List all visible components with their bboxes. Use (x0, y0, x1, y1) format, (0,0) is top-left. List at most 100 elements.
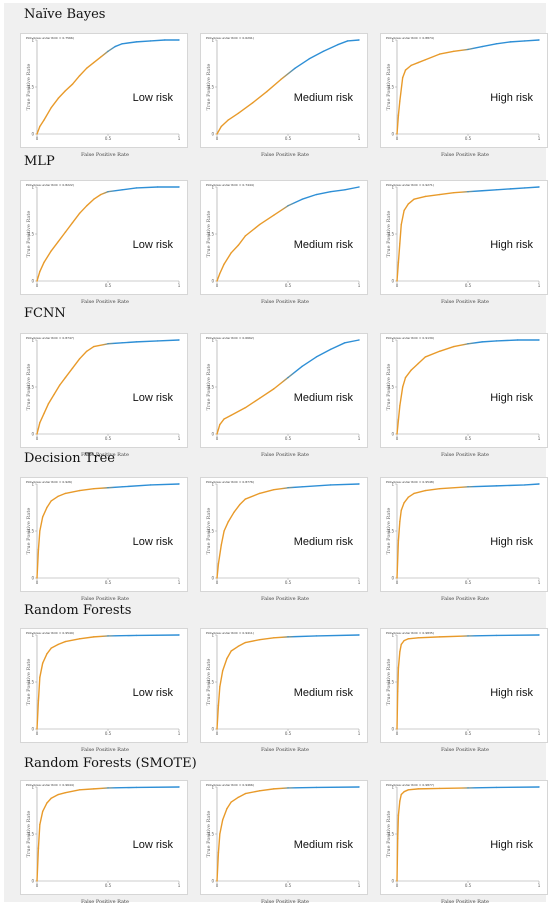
y-tick-label: 0 (31, 131, 34, 136)
roc-point (57, 793, 59, 796)
roc-point (50, 797, 52, 799)
plot-title: Plot (Area under ROC = 0.6662) (206, 336, 255, 340)
x-tick-label: 0.5 (105, 883, 112, 888)
x-tick-label: 1 (178, 436, 181, 441)
model-title: Naïve Bayes (24, 7, 106, 22)
y-tick-label: 0.5 (208, 384, 215, 389)
roc-point (315, 786, 318, 789)
roc-plot: 0 0.5 1 0 0.5 1 (28, 37, 181, 141)
roc-point (273, 488, 275, 491)
roc-point (407, 496, 410, 498)
y-tick-label: 1 (31, 37, 34, 42)
roc-point (287, 205, 289, 207)
roc-point (121, 43, 123, 45)
x-axis-label: False Positive Rate (81, 747, 129, 753)
y-tick-label: 0.5 (208, 679, 215, 684)
roc-point (223, 530, 225, 532)
x-tick-label: 0.5 (105, 580, 112, 585)
roc-point (107, 50, 109, 52)
x-tick-label: 1 (358, 731, 361, 736)
roc-point (301, 198, 303, 200)
plot-title: Plot (Area under ROC = 0.8747) (26, 336, 75, 340)
x-tick-label: 0 (396, 883, 399, 888)
roc-point (230, 801, 232, 803)
roc-point (524, 187, 526, 189)
roc-point (495, 786, 498, 789)
roc-point (135, 786, 138, 789)
roc-point (39, 676, 41, 678)
plot-title: Plot (Area under ROC = 0.8222) (26, 183, 75, 187)
roc-point (86, 205, 88, 207)
x-axis-label: False Positive Rate (81, 452, 129, 458)
roc-plot: 0 0.5 1 0 0.5 1 (28, 337, 181, 441)
roc-point (93, 788, 95, 790)
roc-point (114, 45, 116, 48)
roc-point (37, 549, 40, 551)
roc-point (237, 112, 239, 115)
roc-point (424, 195, 427, 198)
plot-title: Plot (Area under ROC = 0.9644) (26, 783, 75, 787)
roc-point (344, 189, 346, 191)
roc-point (237, 645, 239, 647)
roc-point (149, 484, 152, 486)
y-tick-label: 1 (391, 632, 394, 637)
x-axis-label: False Positive Rate (81, 899, 129, 905)
roc-point (337, 44, 339, 46)
y-tick-label: 0.5 (28, 84, 35, 89)
x-tick-label: 0 (36, 883, 39, 888)
roc-plot: 0 0.5 1 0 0.5 1 (28, 481, 181, 585)
roc-point (417, 362, 419, 365)
roc-point (329, 348, 332, 351)
y-tick-label: 0.5 (388, 231, 395, 236)
roc-point (495, 485, 498, 487)
x-axis-label: False Positive Rate (261, 452, 309, 458)
x-tick-label: 0.5 (105, 136, 112, 141)
roc-point (358, 634, 360, 636)
roc-curve (36, 186, 179, 282)
x-tick-label: 0.5 (105, 436, 112, 441)
roc-point (107, 487, 109, 489)
roc-panel: Plot (Area under ROC = 0.7444) True Posit… (200, 180, 368, 305)
y-tick-label: 0 (211, 278, 214, 283)
roc-point (481, 190, 483, 192)
roc-point (36, 280, 38, 282)
roc-point (39, 270, 41, 273)
risk-label: Medium risk (293, 239, 353, 251)
roc-point (71, 83, 74, 85)
roc-point (157, 340, 159, 342)
roc-point (397, 667, 400, 669)
roc-curve (396, 186, 540, 282)
roc-point (400, 793, 402, 796)
roc-point (413, 492, 415, 495)
plot-title: Plot (Area under ROC = 0.8874) (386, 36, 435, 40)
roc-point (220, 544, 222, 546)
x-axis-label: False Positive Rate (441, 299, 489, 305)
roc-point (396, 433, 398, 435)
roc-point (481, 45, 483, 48)
roc-point (424, 356, 427, 358)
x-tick-label: 0.5 (465, 883, 472, 888)
x-tick-label: 1 (178, 580, 181, 585)
roc-point (244, 406, 247, 409)
roc-point (467, 191, 469, 193)
roc-point (410, 64, 412, 67)
roc-panel: Plot (Area under ROC = 0.8222) True Posit… (20, 180, 188, 305)
roc-point (410, 369, 412, 371)
roc-point (424, 489, 427, 492)
x-tick-label: 0 (396, 436, 399, 441)
plot-title: Plot (Area under ROC = 0.6291) (206, 36, 255, 40)
roc-plot: 0 0.5 1 0 0.5 1 (208, 481, 361, 585)
roc-point (258, 223, 261, 226)
roc-point (396, 280, 398, 282)
y-tick-label: 1 (391, 37, 394, 42)
roc-point (397, 261, 400, 263)
plot-title: Plot (Area under ROC = 0.9877) (386, 783, 435, 787)
y-tick-label: 0 (391, 575, 394, 580)
model-title: FCNN (24, 306, 66, 321)
model-title: Random Forests (SMOTE) (24, 756, 197, 771)
roc-curve (36, 339, 180, 435)
roc-point (258, 492, 261, 495)
roc-point (78, 489, 81, 492)
roc-panel: Plot (Area under ROC = 0.8747) True Posit… (20, 333, 188, 458)
roc-point (46, 653, 48, 655)
